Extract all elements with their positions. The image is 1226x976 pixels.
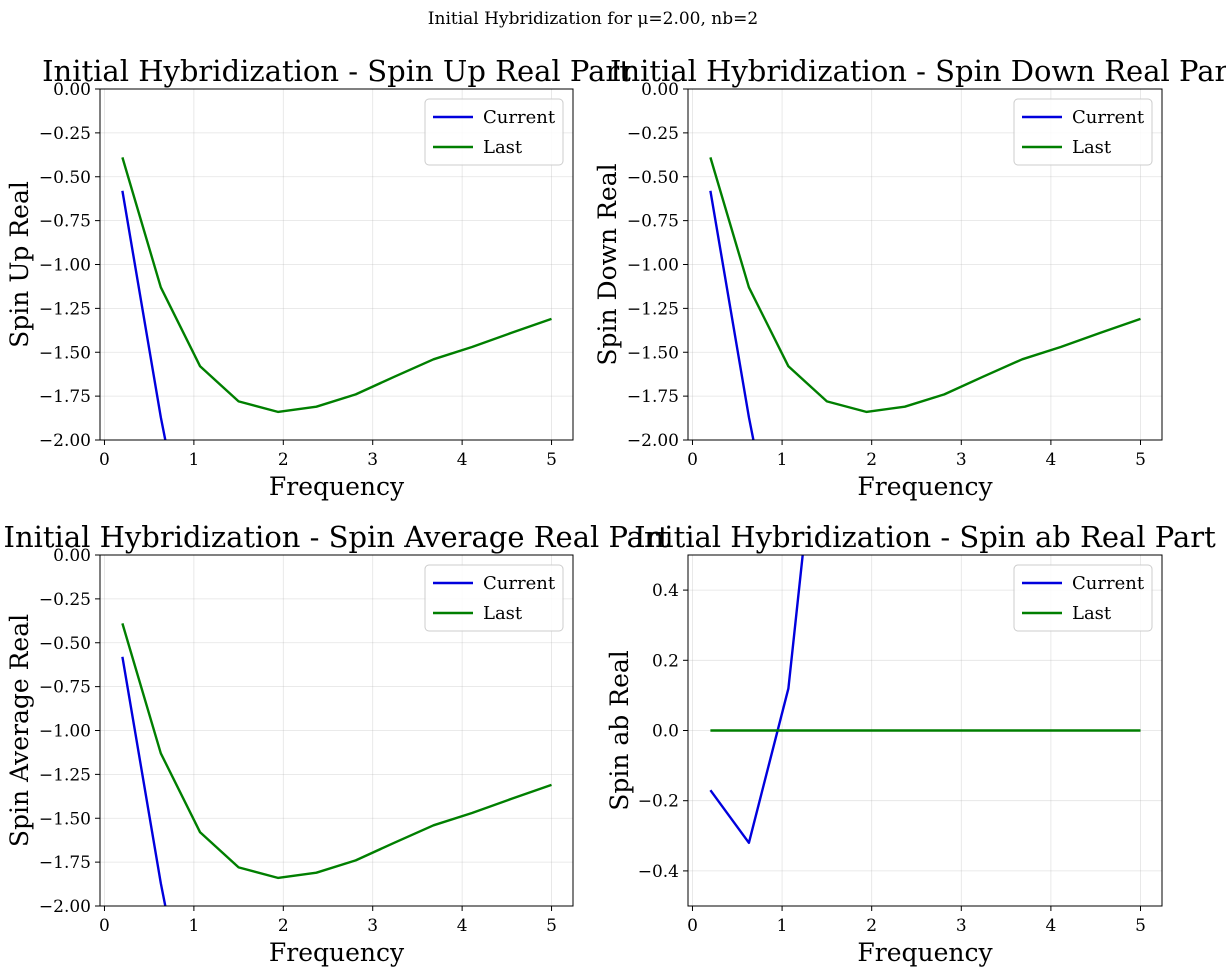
y-tick-label: −1.25	[627, 299, 679, 319]
x-tick-label: 3	[367, 916, 378, 936]
y-tick-label: −1.00	[627, 256, 679, 276]
y-tick-label: 0.00	[53, 546, 91, 566]
y-tick-label: 0.0	[652, 722, 679, 742]
y-tick-label: −0.25	[39, 124, 91, 144]
series-line-last	[709, 157, 1141, 414]
x-axis-label: Frequency	[857, 938, 993, 967]
x-tick-label: 4	[457, 450, 468, 470]
x-tick-label: 2	[278, 450, 289, 470]
x-tick-label: 2	[866, 916, 877, 936]
subplot-title: Initial Hybridization - Spin Up Real Par…	[42, 54, 631, 88]
x-tick-label: 0	[99, 916, 110, 936]
y-axis-label: Spin Average Real	[5, 614, 34, 847]
y-tick-label: −2.00	[39, 431, 91, 451]
x-tick-label: 5	[1135, 916, 1146, 936]
y-tick-label: −1.50	[39, 343, 91, 363]
x-axis-label: Frequency	[857, 472, 993, 501]
y-tick-label: 0.00	[53, 80, 91, 100]
legend: Current Last	[1013, 98, 1153, 166]
x-tick-label: 0	[687, 916, 698, 936]
legend-box	[1013, 98, 1153, 166]
x-tick-label: 1	[188, 450, 199, 470]
y-tick-label: −0.25	[627, 124, 679, 144]
x-tick-label: 4	[1045, 916, 1056, 936]
x-axis-label: Frequency	[269, 472, 405, 501]
y-tick-label: −1.75	[39, 853, 91, 873]
x-tick-label: 1	[777, 916, 788, 936]
x-tick-label: 2	[278, 916, 289, 936]
legend-label-last: Last	[483, 137, 523, 158]
y-axis-label: Spin Up Real	[5, 181, 34, 348]
subplot-spin-down: 0 1 2 3 4 5 0.00 −0.25 −0.50 −0.75 −1.00 −1.25 −1.50…	[593, 54, 1226, 501]
series-line-current	[121, 656, 167, 906]
legend: Current Last	[1013, 564, 1153, 632]
x-tick-label: 3	[956, 916, 967, 936]
y-tick-label: −1.25	[39, 299, 91, 319]
x-tick-label: 3	[956, 450, 967, 470]
x-tick-label: 5	[546, 450, 557, 470]
y-tick-label: −0.50	[39, 634, 91, 654]
series-line-current	[121, 190, 167, 440]
x-tick-label: 2	[866, 450, 877, 470]
y-tick-label: −0.2	[638, 792, 679, 812]
legend-label-current: Current	[483, 573, 556, 594]
y-tick-label: −2.00	[627, 431, 679, 451]
y-axis-label: Spin ab Real	[605, 650, 634, 811]
subplot-spin-average: 0 1 2 3 4 5 0.00 −0.25 −0.50 −0.75 −1.00 −1.25 −1.50…	[3, 520, 669, 967]
y-tick-label: −0.75	[627, 212, 679, 232]
y-tick-label: −0.75	[39, 678, 91, 698]
x-axis-label: Frequency	[269, 938, 405, 967]
legend: Current Last	[424, 98, 564, 166]
series-line-current	[709, 190, 755, 440]
y-tick-label: −0.4	[638, 862, 679, 882]
legend-box	[1013, 564, 1153, 632]
subplot-spin-up: 0 1 2 3 4 5 0.00 −0.25 −0.50 −0.75 −1.00 −1.25 −1.50…	[5, 54, 631, 501]
y-tick-label: 0.4	[652, 581, 679, 601]
legend-label-last: Last	[1072, 603, 1112, 624]
legend-box	[424, 564, 564, 632]
x-tick-label: 3	[367, 450, 378, 470]
legend: Current Last	[424, 564, 564, 632]
series-line-last	[121, 623, 552, 880]
x-tick-label: 1	[777, 450, 788, 470]
x-tick-label: 5	[1135, 450, 1146, 470]
y-tick-label: 0.2	[652, 651, 679, 671]
x-tick-label: 4	[1045, 450, 1056, 470]
subplot-title: Initial Hybridization - Spin ab Real Par…	[634, 520, 1216, 554]
x-tick-label: 0	[687, 450, 698, 470]
x-tick-label: 4	[457, 916, 468, 936]
y-tick-label: −1.75	[627, 387, 679, 407]
series-line-current	[709, 555, 804, 844]
legend-label-last: Last	[483, 603, 523, 624]
figure-suptitle: Initial Hybridization for μ=2.00, nb=2	[428, 9, 758, 29]
legend-label-current: Current	[483, 107, 556, 128]
legend-label-current: Current	[1072, 107, 1145, 128]
y-tick-label: −1.50	[627, 343, 679, 363]
y-axis-label: Spin Down Real	[593, 163, 622, 365]
y-tick-label: 0.00	[641, 80, 679, 100]
legend-box	[424, 98, 564, 166]
series-line-last	[121, 157, 552, 414]
x-tick-label: 0	[99, 450, 110, 470]
y-tick-label: −0.50	[39, 168, 91, 188]
y-tick-label: −1.00	[39, 256, 91, 276]
y-tick-label: −1.50	[39, 809, 91, 829]
subplot-spin-ab: 0 1 2 3 4 5 0.4 0.2 0.0 −0.2 −0.4 Initial Hybridiza…	[605, 520, 1216, 967]
y-tick-label: −2.00	[39, 897, 91, 917]
y-tick-label: −1.00	[39, 722, 91, 742]
legend-label-last: Last	[1072, 137, 1112, 158]
x-tick-label: 5	[546, 916, 557, 936]
subplot-title: Initial Hybridization - Spin Average Rea…	[3, 520, 669, 554]
y-tick-label: −1.75	[39, 387, 91, 407]
y-tick-label: −1.25	[39, 765, 91, 785]
y-tick-label: −0.50	[627, 168, 679, 188]
subplot-title: Initial Hybridization - Spin Down Real P…	[610, 54, 1226, 88]
x-tick-label: 1	[188, 916, 199, 936]
y-tick-label: −0.25	[39, 590, 91, 610]
y-tick-label: −0.75	[39, 212, 91, 232]
legend-label-current: Current	[1072, 573, 1145, 594]
